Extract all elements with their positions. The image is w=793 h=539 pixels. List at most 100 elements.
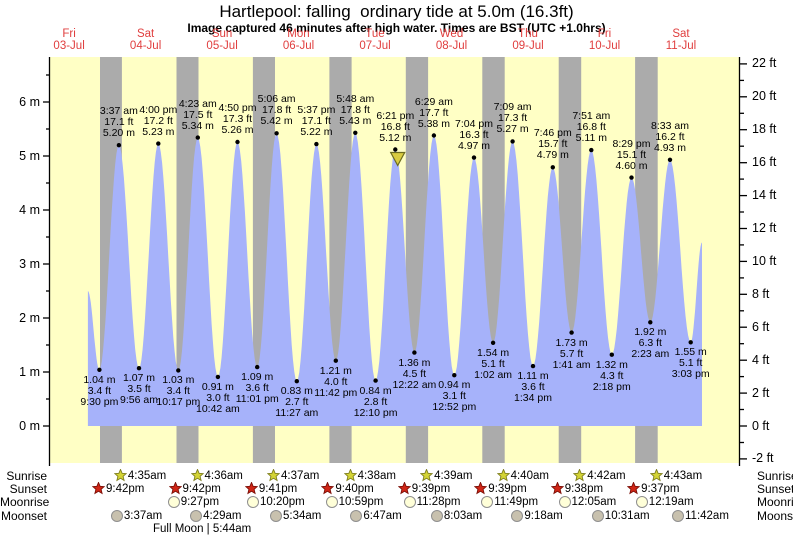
high-tide-annotation: 4:50 pm 17.3 ft 5.26 m (218, 102, 257, 136)
high-tide-annotation: 3:37 am 17.1 ft 5.20 m (99, 105, 138, 140)
tide-dot (195, 135, 200, 140)
sunset-entry: 9:40pm (321, 482, 374, 495)
high-tide-annotation: 4:00 pm 17.2 ft 5.23 m (139, 103, 178, 138)
astro-row-label-right: Sunset (757, 482, 793, 496)
tide-dot (490, 340, 496, 345)
moonrise-entry: 11:49pm (481, 495, 538, 508)
sunset-entry: 9:39pm (397, 482, 450, 495)
tide-dot (353, 130, 358, 135)
moonset-entry: 5:34am (270, 509, 321, 522)
sunrise-entry: 4:40am (496, 469, 549, 482)
tide-dot (569, 330, 574, 335)
high-tide-annotation: 7:46 pm 15.7 ft 4.79 m (533, 127, 572, 162)
sunrise-entry: 4:38am (343, 469, 396, 482)
day-label: Sat 04-Jul (129, 28, 162, 52)
tide-curve-area (87, 132, 702, 427)
tide-dot (215, 374, 221, 380)
sunrise-star-icon (343, 469, 357, 482)
sunrise-entry: 4:42am (573, 469, 626, 482)
high-tide-annotation: 6:29 am 17.7 ft 5.38 m (414, 95, 453, 130)
tide-dot (667, 157, 673, 162)
low-tide-annotation: 1.73 m 5.7 ft 1:41 am (552, 336, 591, 371)
y-axis-label-ft: 2 ft (752, 385, 770, 400)
sunset-star-icon (550, 482, 564, 495)
y-axis-label-ft: 20 ft (752, 89, 777, 104)
sunset-entry: 9:42pm (168, 482, 221, 495)
sunset-entry: 9:37pm (627, 482, 679, 495)
day-label: Fri 03-Jul (53, 28, 85, 52)
low-tide-annotation: 1.03 m 3.4 ft 10:17 pm (156, 374, 201, 409)
sunset-star-icon (627, 482, 641, 495)
low-tide-annotation: 0.84 m 2.8 ft 12:10 pm (353, 384, 398, 419)
low-tide-annotation: 1.21 m 4.0 ft 11:42 pm (314, 364, 358, 399)
high-tide-annotation: 8:33 am 16.2 ft 4.93 m (651, 119, 689, 154)
astro-row-label-left: Sunset (9, 482, 47, 496)
high-tide-annotation: 7:09 am 17.3 ft 5.27 m (493, 101, 532, 136)
tide-dot (471, 155, 477, 160)
moonset-icon (430, 509, 443, 522)
high-tide-annotation: 5:48 am 17.8 ft 5.43 m (336, 92, 375, 127)
moonset-icon (672, 509, 684, 522)
astro-row-label-right: Sunrise (757, 469, 793, 483)
tide-dot (156, 141, 161, 146)
tide-dot (609, 352, 614, 357)
tide-dot (333, 358, 338, 363)
moonset-entry: 4:29am (190, 509, 241, 522)
tide-dot (314, 141, 319, 147)
moonset-icon (190, 509, 203, 522)
sunrise-star-icon (496, 469, 510, 482)
moonrise-icon (481, 495, 494, 508)
low-tide-annotation: 0.94 m 3.1 ft 12:52 pm (432, 379, 477, 414)
sunrise-star-icon (573, 469, 587, 482)
y-axis-label-ft: 18 ft (752, 122, 777, 137)
moonset-entry: 3:37am (110, 509, 162, 522)
tide-dot (550, 165, 555, 170)
moonset-icon (591, 509, 604, 522)
moonset-icon (350, 509, 363, 522)
astro-row-label-right: Moonset (757, 509, 793, 523)
tide-dot (255, 364, 260, 370)
current-time-marker (389, 151, 406, 167)
low-tide-annotation: 1.09 m 3.6 ft 11:01 pm (235, 371, 279, 406)
sunrise-entry: 4:37am (267, 469, 319, 482)
astro-row-label-right: Moonrise (757, 495, 793, 509)
y-axis-label-m: 0 m (19, 418, 40, 433)
moonset-icon (270, 509, 282, 522)
sunrise-star-icon (190, 469, 204, 482)
tide-dot (274, 131, 279, 136)
moonset-entry: 8:03am (430, 509, 482, 522)
sunrise-entry: 4:43am (649, 469, 702, 482)
tide-dot (373, 378, 378, 383)
low-tide-annotation: 1.32 m 4.3 ft 2:18 pm (592, 358, 631, 393)
y-axis-label-m: 2 m (19, 310, 40, 325)
moonrise-entry: 10:59pm (325, 495, 383, 508)
day-label: Thu 09-Jul (512, 28, 544, 52)
high-tide-annotation: 5:06 am 17.8 ft 5.42 m (257, 93, 296, 128)
low-tide-annotation: 1.36 m 4.5 ft 12:22 am (392, 356, 437, 391)
day-label: Sun 05-Jul (206, 28, 238, 52)
low-tide-annotation: 1.11 m 3.6 ft 1:34 pm (514, 370, 552, 405)
y-axis-label-ft: 0 ft (752, 418, 770, 433)
full-moon-note: Full Moon | 5:44am (152, 523, 252, 535)
tide-extreme-dots (97, 130, 693, 384)
moonrise-icon (558, 495, 571, 508)
sunrise-star-icon (267, 469, 280, 482)
y-axis-label-m: 6 m (19, 94, 40, 109)
sunset-star-icon (168, 482, 182, 495)
moonrise-icon (635, 495, 648, 508)
day-label: Sat 11-Jul (665, 28, 697, 52)
day-label: Fri 10-Jul (588, 28, 621, 52)
low-tide-annotation: 1.54 m 5.1 ft 1:02 am (474, 346, 513, 381)
y-axis-label-ft: 22 ft (752, 56, 777, 71)
y-axis-label-ft: 10 ft (752, 253, 777, 268)
tide-dot (530, 363, 536, 369)
moonrise-entry: 11:28pm (403, 495, 461, 508)
sunset-star-icon (397, 482, 411, 495)
tide-dot (589, 147, 594, 153)
moonset-entry: 11:42am (672, 509, 729, 522)
moonrise-icon (403, 495, 416, 508)
tide-dot (688, 340, 693, 345)
sunset-entry: 9:42pm (92, 482, 144, 495)
